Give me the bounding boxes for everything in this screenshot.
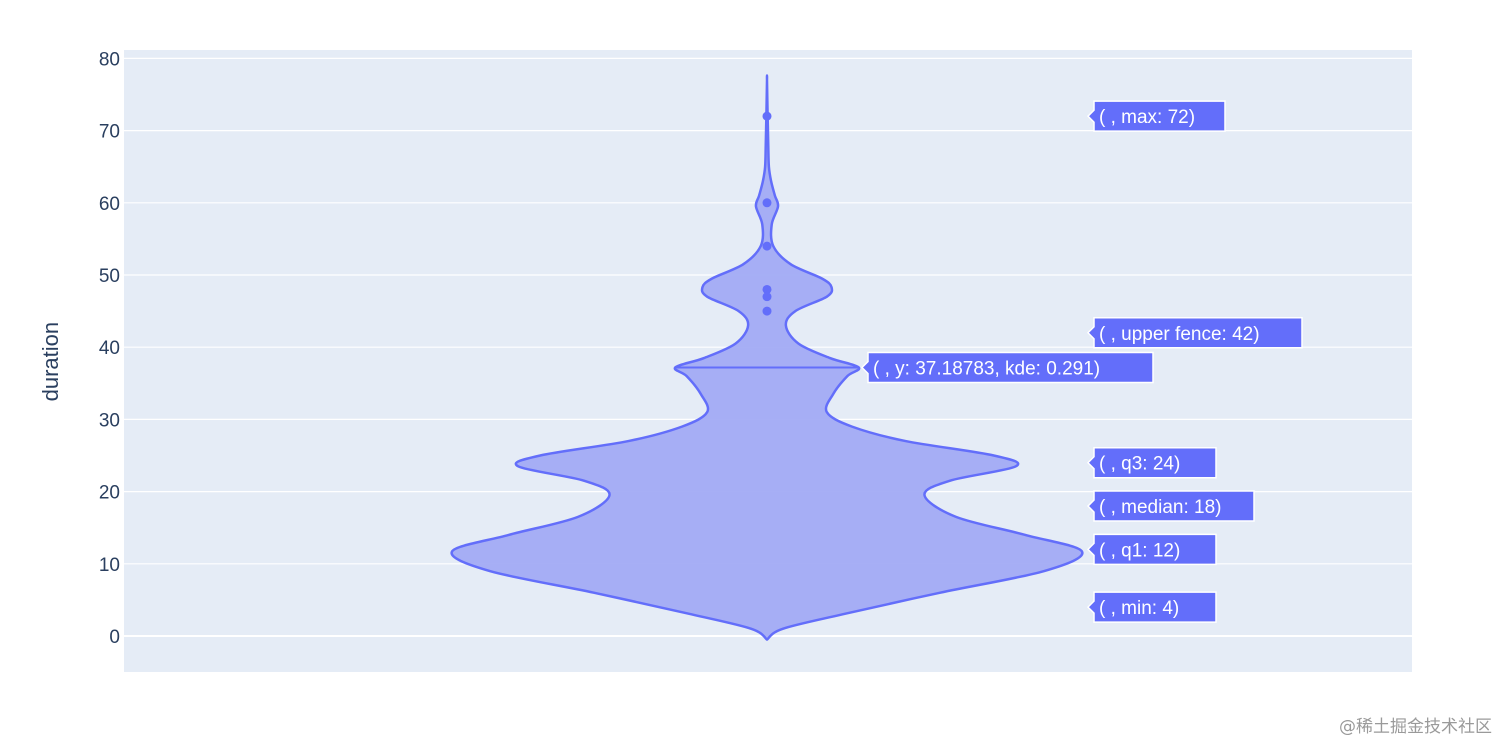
- point-1[interactable]: [762, 198, 772, 208]
- point-2[interactable]: [762, 241, 772, 251]
- hover-label-text-4: ( , median: 18): [1099, 497, 1222, 518]
- outlier-points: [762, 111, 772, 316]
- y-axis-title: duration: [38, 322, 63, 402]
- hover-label-0: ( , max: 72): [1086, 100, 1226, 132]
- hover-label-text-3: ( , q3: 24): [1099, 454, 1180, 475]
- y-tick-40: 40: [99, 338, 120, 359]
- hover-label-text-6: ( , min: 4): [1099, 598, 1179, 619]
- y-tick-60: 60: [99, 194, 120, 215]
- y-tick-20: 20: [99, 483, 120, 504]
- y-tick-0: 0: [109, 627, 120, 648]
- hover-label-text-1: ( , upper fence: 42): [1099, 324, 1260, 345]
- hover-label-1: ( , upper fence: 42): [1086, 317, 1303, 349]
- hover-label-2: ( , y: 37.18783, kde: 0.291): [860, 351, 1154, 384]
- hover-label-text-2: ( , y: 37.18783, kde: 0.291): [873, 359, 1100, 380]
- hover-labels: ( , max: 72) ( , upper fence: 42) ( , y: 3…: [860, 100, 1303, 623]
- y-tick-labels: 0 10 20 30 40 50 60 70 80: [99, 49, 120, 648]
- hover-label-text-0: ( , max: 72): [1099, 107, 1195, 128]
- y-tick-10: 10: [99, 555, 120, 576]
- point-0[interactable]: [762, 111, 772, 121]
- y-tick-70: 70: [99, 122, 120, 143]
- violin-shape[interactable]: [450, 74, 1084, 641]
- point-5[interactable]: [762, 306, 772, 316]
- hover-label-3: ( , q3: 24): [1086, 446, 1217, 479]
- hover-label-text-5: ( , q1: 12): [1099, 540, 1180, 561]
- hover-label-4: ( , median: 18): [1086, 490, 1255, 522]
- hover-label-6: ( , min: 4): [1086, 591, 1217, 623]
- point-3[interactable]: [762, 284, 772, 294]
- y-tick-50: 50: [99, 266, 120, 287]
- y-tick-30: 30: [99, 410, 120, 431]
- watermark: @稀土掘金技术社区: [1339, 717, 1492, 737]
- point-4[interactable]: [762, 292, 772, 302]
- y-tick-80: 80: [99, 49, 120, 70]
- hover-label-5: ( , q1: 12): [1086, 533, 1217, 566]
